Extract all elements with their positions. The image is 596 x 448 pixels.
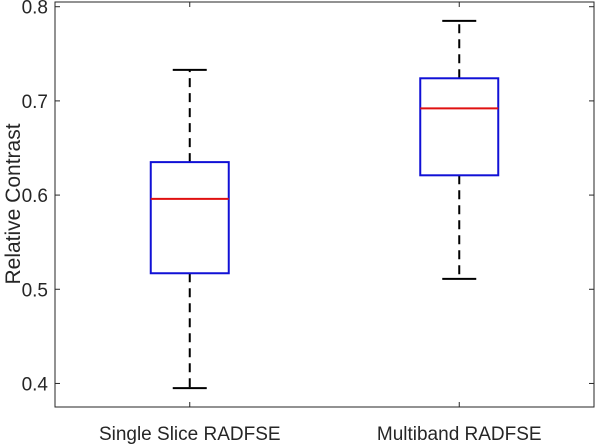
plot-area — [54, 1, 595, 408]
y-tick-label: 0.7 — [22, 92, 48, 113]
y-tick-label: 0.5 — [22, 280, 48, 301]
x-axis: Single Slice RADFSE Multiband RADFSE — [99, 2, 542, 445]
y-axis-label: Relative Contrast — [2, 123, 25, 284]
y-tick-label: 0.6 — [22, 186, 48, 207]
x-tick-label: Multiband RADFSE — [377, 424, 542, 445]
x-tick-label: Single Slice RADFSE — [99, 424, 281, 445]
y-axis: 0.4 0.5 0.6 0.7 0.8 — [22, 0, 594, 395]
y-tick-label: 0.8 — [22, 0, 48, 19]
plot-frame — [54, 1, 595, 408]
box-iqr — [149, 161, 230, 275]
y-tick-label: 0.4 — [22, 374, 49, 395]
box-iqr — [419, 77, 500, 177]
